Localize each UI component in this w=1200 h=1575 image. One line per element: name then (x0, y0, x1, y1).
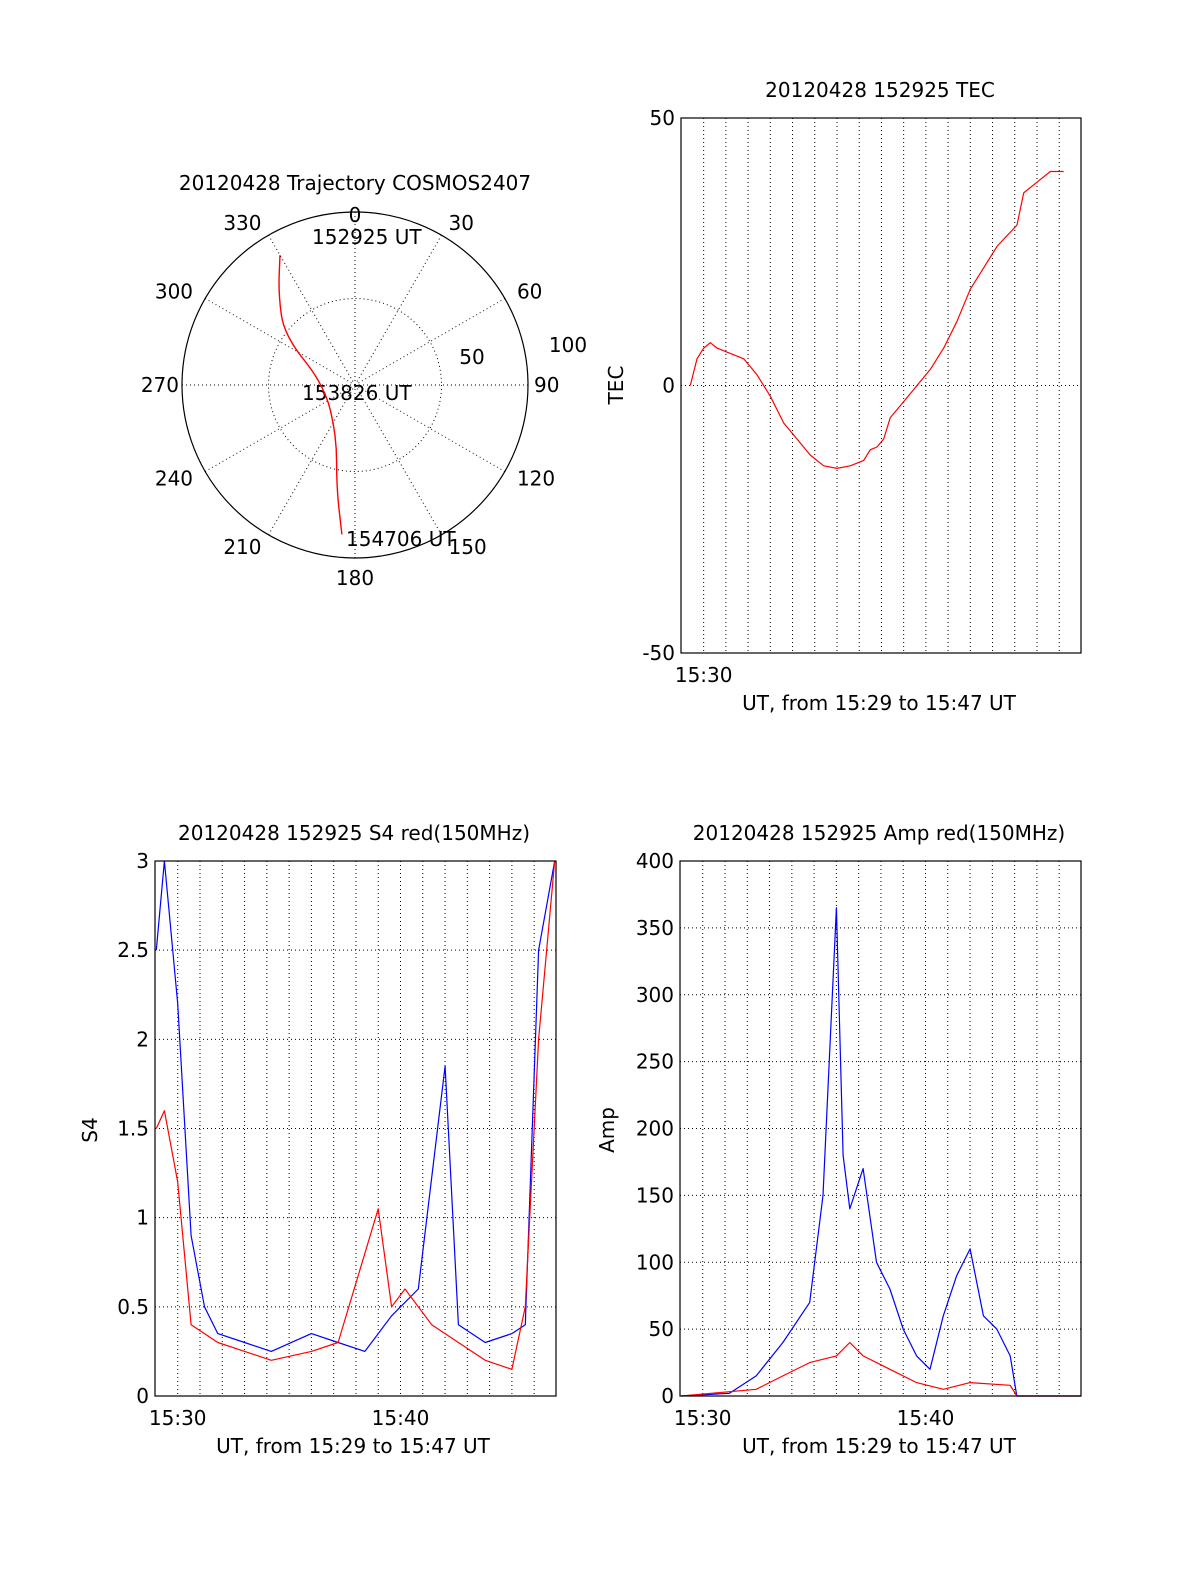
s4-x-tick-labels: 15:30 15:40 (149, 1406, 429, 1430)
polar-spoke (268, 234, 356, 386)
amp-series (681, 907, 1081, 1397)
polar-radial-labels: 50 100 (459, 333, 587, 369)
trajectory-mid-label: 153826 UT (302, 381, 412, 405)
polar-grid (181, 211, 529, 559)
amp-x-tick-labels: 15:30 15:40 (674, 1406, 954, 1430)
amp-y-tick-label: 400 (636, 849, 674, 873)
s4-grid (155, 861, 556, 1396)
s4-y-tick-label: 0.5 (117, 1295, 149, 1319)
polar-azimuth-label: 270 (141, 373, 179, 397)
s4-title: 20120428 152925 S4 red(150MHz) (178, 821, 530, 845)
s4-x-tick-label: 15:40 (372, 1406, 430, 1430)
amp-y-tick-label: 50 (649, 1317, 674, 1341)
tec-x-tick-label: 15:30 (675, 663, 733, 687)
amp-y-tick-label: 300 (636, 983, 674, 1007)
amp-frame (679, 860, 1082, 1397)
trajectory-start-label: 152925 UT (312, 225, 422, 249)
s4-y-tick-label: 3 (136, 849, 149, 873)
s4-x-tick-label: 15:30 (149, 1406, 207, 1430)
polar-azimuth-label: 150 (449, 535, 487, 559)
polar-spoke (268, 384, 356, 536)
polar-radial-label: 50 (459, 345, 484, 369)
amp-x-tick-label: 15:40 (897, 1406, 955, 1430)
amp-y-tick-label: 100 (636, 1250, 674, 1274)
amp-y-tick-label: 150 (636, 1183, 674, 1207)
polar-spoke (354, 234, 442, 386)
polar-azimuth-label: 330 (223, 211, 261, 235)
polar-azimuth-label: 240 (155, 467, 193, 491)
tec-series-line (689, 170, 1064, 469)
polar-azimuth-label: 30 (449, 211, 474, 235)
s4-series-line (155, 860, 556, 1353)
tec-x-tick-labels: 15:30 (675, 663, 733, 687)
tec-series (689, 170, 1064, 469)
tec-y-tick-labels: 50 0 -50 (642, 106, 675, 665)
s4-y-tick-label: 1.5 (117, 1117, 149, 1141)
trajectory-line (278, 255, 343, 535)
s4-y-tick-label: 1 (136, 1206, 149, 1230)
tec-y-tick-label: 0 (662, 374, 675, 398)
amp-y-tick-labels: 0 50 100 150 200 250 300 350 400 (636, 849, 674, 1408)
amp-y-tick-label: 250 (636, 1050, 674, 1074)
polar-spoke (204, 384, 356, 472)
amp-grid (680, 861, 1081, 1396)
polar-azimuth-label: 90 (534, 373, 559, 397)
polar-inner-ring (268, 298, 442, 472)
polar-azimuth-label: 60 (517, 280, 542, 304)
polar-title: 20120428 Trajectory COSMOS2407 (179, 171, 531, 195)
polar-azimuth-label: 0 (349, 203, 362, 227)
polar-azimuth-labels: 0 30 60 90 120 150 180 210 240 270 300 330 (141, 203, 560, 590)
tec-plot: 20120428 152925 TEC 50 0 -50 15:30 TEC UT,… (604, 78, 1082, 715)
trajectory-end-label: 154706 UT (346, 527, 456, 551)
s4-y-axis-label: S4 (78, 1117, 102, 1142)
polar-spoke (354, 384, 506, 472)
polar-radial-label: 100 (549, 333, 587, 357)
amp-series-line (681, 907, 1081, 1397)
tec-y-axis-label: TEC (604, 366, 628, 406)
polar-azimuth-label: 300 (155, 280, 193, 304)
polar-azimuth-label: 210 (223, 535, 261, 559)
tec-title: 20120428 152925 TEC (765, 78, 995, 102)
tec-y-tick-label: 50 (650, 106, 675, 130)
trajectory-polar-plot: 20120428 Trajectory COSMOS2407 0 30 60 90 12… (141, 171, 587, 590)
polar-spoke (204, 298, 356, 386)
polar-spoke (354, 384, 442, 536)
amp-title: 20120428 152925 Amp red(150MHz) (693, 821, 1065, 845)
amp-plot: 20120428 152925 Amp red(150MHz) 0 50 100 15… (595, 821, 1082, 1458)
s4-y-tick-label: 2.5 (117, 938, 149, 962)
amp-y-axis-label: Amp (595, 1107, 619, 1153)
polar-azimuth-label: 120 (517, 467, 555, 491)
s4-y-tick-label: 0 (136, 1384, 149, 1408)
amp-x-axis-label: UT, from 15:29 to 15:47 UT (742, 1434, 1017, 1458)
polar-azimuth-label: 180 (336, 566, 374, 590)
amp-series-line (681, 1341, 1081, 1397)
tec-x-axis-label: UT, from 15:29 to 15:47 UT (742, 691, 1017, 715)
amp-y-tick-label: 0 (661, 1384, 674, 1408)
amp-x-tick-label: 15:30 (674, 1406, 732, 1430)
tec-grid (681, 118, 1081, 653)
s4-y-tick-label: 2 (136, 1027, 149, 1051)
s4-series-line (155, 860, 556, 1370)
s4-series (155, 860, 556, 1370)
tec-frame (680, 117, 1082, 654)
s4-frame (154, 860, 557, 1397)
s4-x-axis-label: UT, from 15:29 to 15:47 UT (216, 1434, 491, 1458)
tec-y-tick-label: -50 (642, 641, 675, 665)
amp-y-tick-label: 200 (636, 1117, 674, 1141)
s4-y-tick-labels: 0 0.5 1 1.5 2 2.5 3 (117, 849, 149, 1408)
s4-plot: 20120428 152925 S4 red(150MHz) 0 0.5 1 1.5 2… (78, 821, 557, 1458)
polar-spoke (354, 298, 506, 386)
amp-y-tick-label: 350 (636, 916, 674, 940)
